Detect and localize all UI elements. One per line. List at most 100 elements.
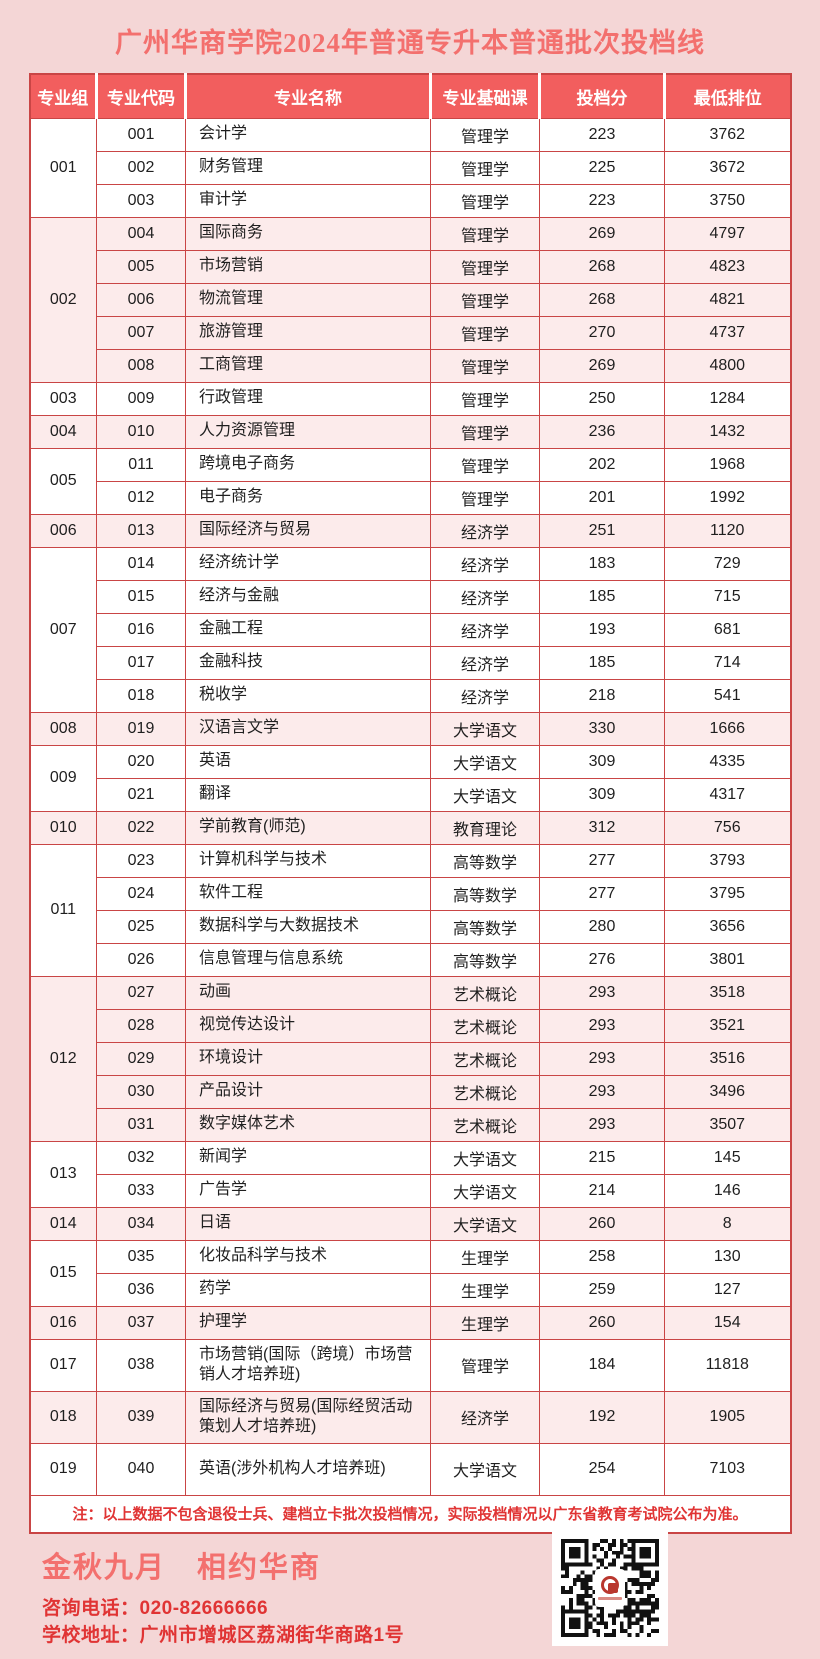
cell-course: 经济学 xyxy=(430,645,540,680)
cell-code: 032 xyxy=(96,1140,186,1175)
cell-code: 040 xyxy=(96,1442,186,1496)
table-row: 010 022 学前教育(师范) 教育理论 312 756 xyxy=(29,810,791,845)
cell-group: 008 xyxy=(29,711,97,746)
cell-course: 经济学 xyxy=(430,546,540,581)
phone-label: 咨询电话： xyxy=(42,1598,140,1619)
cell-code: 007 xyxy=(96,315,186,350)
cell-score: 269 xyxy=(539,216,665,251)
table-header-row: 专业组 专业代码 专业名称 专业基础课 投档分 最低排位 xyxy=(29,74,791,118)
table-row: 009 020 英语 大学语文 309 4335 xyxy=(29,744,791,812)
table-row: 016 037 护理学 生理学 260 154 xyxy=(29,1305,791,1340)
table-row: 031 数字媒体艺术 艺术概论 293 3507 xyxy=(30,1107,791,1142)
cell-course: 经济学 xyxy=(430,579,540,614)
cell-course: 大学语文 xyxy=(430,711,540,746)
cell-name: 国际经济与贸易 xyxy=(185,513,431,548)
cell-group: 011 xyxy=(29,843,97,977)
table-row: 004 010 人力资源管理 管理学 236 1432 xyxy=(29,414,791,449)
qr-center-logo xyxy=(595,1569,625,1607)
col-header-name: 专业名称 xyxy=(184,74,431,118)
cell-course: 大学语文 xyxy=(430,1140,540,1175)
table-row: 014 034 日语 大学语文 260 8 xyxy=(29,1206,791,1241)
footer-phone-line: 咨询电话：020-82666666 xyxy=(42,1595,404,1622)
cell-code: 003 xyxy=(96,183,186,218)
table-row: 018 税收学 经济学 218 541 xyxy=(30,678,791,713)
cell-group: 009 xyxy=(29,744,97,812)
cell-code: 010 xyxy=(96,414,186,449)
cell-rank: 3496 xyxy=(664,1074,791,1109)
cell-group: 019 xyxy=(29,1442,97,1496)
cell-rank: 11818 xyxy=(664,1338,791,1392)
cell-name: 化妆品科学与技术 xyxy=(185,1239,431,1274)
cell-code: 004 xyxy=(96,216,186,251)
cell-course: 经济学 xyxy=(430,678,540,713)
table-row: 028 视觉传达设计 艺术概论 293 3521 xyxy=(30,1008,791,1043)
table-row: 021 翻译 大学语文 309 4317 xyxy=(30,777,791,812)
table-row: 013 032 新闻学 大学语文 215 145 xyxy=(29,1140,791,1208)
cell-score: 184 xyxy=(539,1338,665,1392)
cell-course: 管理学 xyxy=(430,216,540,251)
cell-score: 312 xyxy=(539,810,665,845)
cell-course: 管理学 xyxy=(430,282,540,317)
table-row: 003 审计学 管理学 223 3750 xyxy=(30,183,791,218)
table-row: 017 038 市场营销(国际（跨境）市场营销人才培养班) 管理学 184 11818 xyxy=(29,1338,791,1392)
table-row: 036 药学 生理学 259 127 xyxy=(30,1272,791,1307)
cell-name: 英语(涉外机构人才培养班) xyxy=(185,1442,431,1496)
cell-code: 025 xyxy=(96,909,186,944)
cell-rank: 729 xyxy=(664,546,791,581)
cell-name: 学前教育(师范) xyxy=(185,810,431,845)
table-row: 002 004 国际商务 管理学 269 4797 xyxy=(29,216,791,383)
cell-code: 002 xyxy=(96,150,186,185)
cell-score: 276 xyxy=(539,942,665,977)
cell-course: 经济学 xyxy=(430,513,540,548)
table-row: 003 009 行政管理 管理学 250 1284 xyxy=(29,381,791,416)
cell-rank: 145 xyxy=(664,1140,791,1175)
cell-name: 药学 xyxy=(185,1272,431,1307)
cell-score: 251 xyxy=(539,513,665,548)
cell-rank: 7103 xyxy=(664,1442,791,1496)
cell-course: 高等数学 xyxy=(430,942,540,977)
cell-rank: 681 xyxy=(664,612,791,647)
cell-group: 014 xyxy=(29,1206,97,1241)
cell-course: 大学语文 xyxy=(430,777,540,812)
cell-name: 人力资源管理 xyxy=(185,414,431,449)
cell-code: 036 xyxy=(96,1272,186,1307)
cell-group: 002 xyxy=(29,216,97,383)
address-value: 广州市增城区荔湖街华商路1号 xyxy=(139,1625,405,1646)
cell-code: 026 xyxy=(96,942,186,977)
cell-group: 012 xyxy=(29,975,97,1142)
cell-rank: 715 xyxy=(664,579,791,614)
col-header-rank: 最低排位 xyxy=(663,74,791,118)
cell-rank: 4800 xyxy=(664,348,791,383)
cell-group: 017 xyxy=(29,1338,97,1392)
cell-name: 广告学 xyxy=(185,1173,431,1208)
admission-scores-table: 专业组 专业代码 专业名称 专业基础课 投档分 最低排位 001 001 会计学 管理… xyxy=(28,73,792,1534)
cell-code: 022 xyxy=(96,810,186,845)
cell-rank: 146 xyxy=(664,1173,791,1208)
table-row: 011 023 计算机科学与技术 高等数学 277 3793 xyxy=(29,843,791,977)
cell-code: 019 xyxy=(96,711,186,746)
cell-name: 数据科学与大数据技术 xyxy=(185,909,431,944)
cell-name: 视觉传达设计 xyxy=(185,1008,431,1043)
cell-score: 254 xyxy=(539,1442,665,1496)
cell-code: 038 xyxy=(96,1338,186,1392)
table-row: 017 金融科技 经济学 185 714 xyxy=(30,645,791,680)
cell-score: 293 xyxy=(539,1107,665,1142)
cell-rank: 3795 xyxy=(664,876,791,911)
cell-score: 277 xyxy=(539,876,665,911)
address-label: 学校地址： xyxy=(42,1625,140,1646)
cell-code: 030 xyxy=(96,1074,186,1109)
cell-code: 009 xyxy=(96,381,186,416)
cell-rank: 3801 xyxy=(664,942,791,977)
cell-course: 管理学 xyxy=(430,447,540,482)
table-row: 012 027 动画 艺术概论 293 3518 xyxy=(29,975,791,1142)
cell-name: 信息管理与信息系统 xyxy=(185,942,431,977)
cell-score: 268 xyxy=(539,249,665,284)
qr-code xyxy=(552,1530,668,1646)
table-note: 注：以上数据不包含退役士兵、建档立卡批次投档情况，实际投档情况以广东省教育考试院… xyxy=(29,1494,791,1534)
cell-rank: 4317 xyxy=(664,777,791,812)
cell-name: 市场营销 xyxy=(185,249,431,284)
cell-course: 管理学 xyxy=(430,381,540,416)
table-row: 008 工商管理 管理学 269 4800 xyxy=(30,348,791,383)
cell-course: 高等数学 xyxy=(430,909,540,944)
